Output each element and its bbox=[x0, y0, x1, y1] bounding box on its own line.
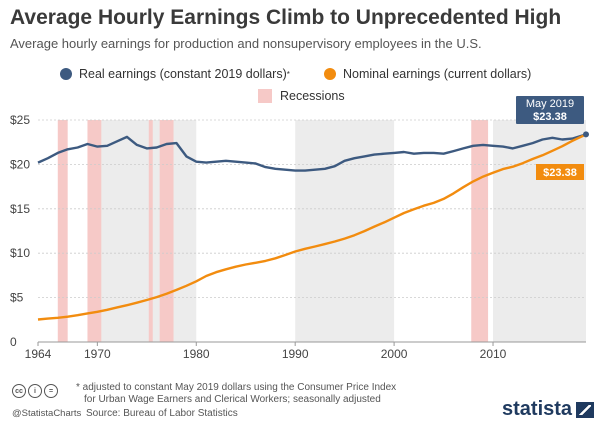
brand-logo[interactable]: statista bbox=[502, 398, 595, 421]
real-end-point bbox=[583, 131, 589, 138]
x-tick-label: 1990 bbox=[282, 347, 309, 361]
x-tick-label: 2000 bbox=[381, 347, 408, 361]
cc-icon: cc bbox=[12, 384, 26, 398]
legend-real-label: Real earnings (constant 2019 dollars) bbox=[79, 67, 287, 81]
chart-subtitle: Average hourly earnings for production a… bbox=[10, 36, 482, 51]
social-handle: @StatistaCharts bbox=[12, 408, 82, 419]
real-callout-date: May 2019 bbox=[526, 98, 574, 110]
legend-real-marker bbox=[60, 68, 72, 80]
legend-item-recessions: Recessions bbox=[258, 89, 345, 103]
nominal-callout-value: $23.38 bbox=[543, 167, 577, 179]
brand-name: statista bbox=[502, 398, 573, 420]
y-tick-label: $10 bbox=[10, 246, 30, 260]
x-tick-label: 1980 bbox=[183, 347, 210, 361]
license-badge: cc i = bbox=[12, 384, 58, 398]
legend-recessions-label: Recessions bbox=[280, 89, 345, 103]
y-tick-label: $5 bbox=[10, 291, 24, 305]
real-callout-box bbox=[516, 96, 584, 124]
decade-shade-2 bbox=[493, 120, 586, 342]
recession-band-4 bbox=[471, 120, 489, 342]
legend-recessions-marker bbox=[258, 89, 272, 103]
y-tick-label: $25 bbox=[10, 113, 30, 127]
legend-nominal-label: Nominal earnings (current dollars) bbox=[343, 67, 532, 81]
recession-band-1 bbox=[87, 120, 102, 342]
legend-real-footnote-mark: * bbox=[286, 69, 290, 79]
decade-shade-0 bbox=[97, 120, 197, 342]
equals-icon: = bbox=[44, 384, 58, 398]
y-tick-label: $20 bbox=[10, 157, 30, 171]
nominal-callout-box bbox=[536, 164, 584, 180]
x-tick-label: 1970 bbox=[84, 347, 111, 361]
y-tick-label: $15 bbox=[10, 202, 30, 216]
legend-item-real: Real earnings (constant 2019 dollars) * bbox=[60, 67, 290, 81]
footnote-line-2: for Urban Wage Earners and Clerical Work… bbox=[84, 394, 381, 405]
recession-band-0 bbox=[57, 120, 68, 342]
attribution-icon: i bbox=[28, 384, 42, 398]
series-line-real bbox=[37, 133, 587, 172]
y-tick-label: 0 bbox=[10, 335, 17, 349]
x-tick-label: 2010 bbox=[480, 347, 507, 361]
decade-shade-1 bbox=[295, 120, 395, 342]
series-line-nominal bbox=[37, 133, 587, 321]
chart-title: Average Hourly Earnings Climb to Unprece… bbox=[10, 6, 562, 29]
recession-band-3 bbox=[159, 120, 174, 342]
legend-item-nominal: Nominal earnings (current dollars) bbox=[324, 67, 531, 81]
footnote: * adjusted to constant May 2019 dollars … bbox=[76, 382, 396, 406]
recession-band-2 bbox=[148, 120, 153, 342]
source-text: Source: Bureau of Labor Statistics bbox=[86, 408, 238, 419]
statista-logo-icon bbox=[576, 401, 595, 418]
real-callout-value: $23.38 bbox=[533, 111, 567, 123]
x-tick-label: 1964 bbox=[25, 347, 52, 361]
legend-nominal-marker bbox=[324, 68, 336, 80]
footnote-line-1: * adjusted to constant May 2019 dollars … bbox=[76, 382, 397, 393]
